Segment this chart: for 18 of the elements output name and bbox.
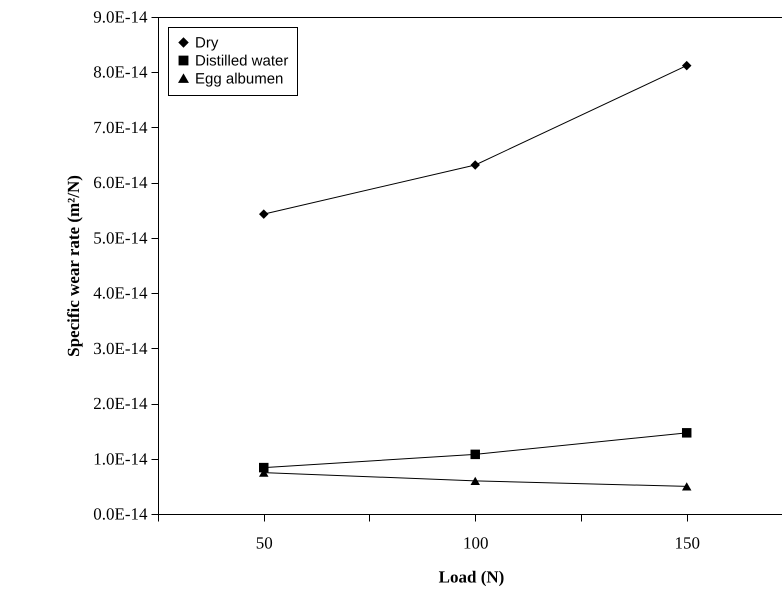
legend-label: Dry	[195, 34, 219, 52]
y-tick-label: 5.0E-14	[93, 228, 148, 248]
y-tick-label: 7.0E-14	[93, 118, 148, 137]
x-tick-label: 50	[256, 534, 273, 552]
x-tick-label: 100	[462, 534, 488, 552]
y-tick-label: 6.0E-14	[93, 173, 148, 192]
y-tick-label: 4.0E-14	[93, 284, 148, 303]
y-tick-label: 2.0E-14	[93, 394, 148, 414]
y-tick-label: 8.0E-14	[93, 62, 148, 82]
y-tick-label: 3.0E-14	[93, 338, 148, 358]
y-tick-label: 0.0E-14	[93, 504, 148, 524]
x-axis-title: Load (N)	[438, 568, 504, 586]
y-tick-label: 9.0E-14	[93, 8, 148, 26]
legend-label: Egg albumen	[195, 70, 284, 88]
y-axis-title: Specific wear rate (m²/N)	[64, 175, 84, 357]
x-tick-label: 150	[674, 534, 700, 552]
y-tick-label: 1.0E-14	[93, 449, 148, 468]
legend-label: Distilled water	[195, 52, 288, 70]
